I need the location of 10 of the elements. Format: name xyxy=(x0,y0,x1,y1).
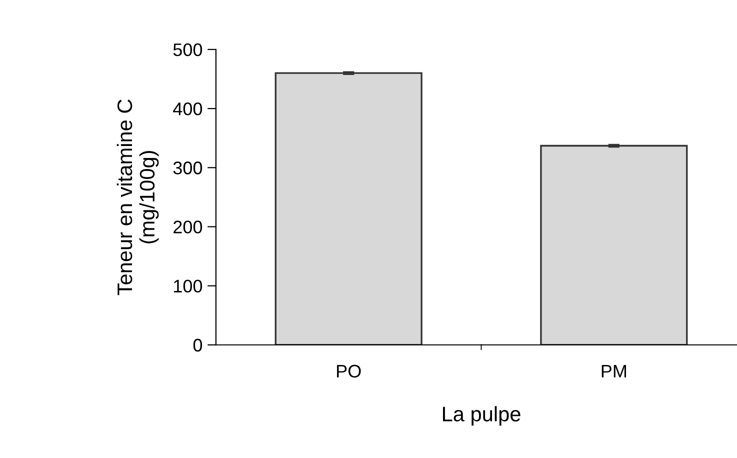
x-axis-title: La pulpe xyxy=(443,406,520,426)
y-tick-label: 300 xyxy=(173,162,202,174)
y-tick-label: 500 xyxy=(173,43,202,56)
y-tick-label: 400 xyxy=(173,102,202,116)
y-tick-label: 200 xyxy=(174,220,202,234)
x-tick-label: PM xyxy=(602,364,626,378)
x-tick-label: PO xyxy=(337,364,361,378)
y-axis-title: Teneur en vitamine C (mg/100g) xyxy=(116,100,159,296)
y-tick-label: 100 xyxy=(174,280,202,293)
y-tick-label: 0 xyxy=(193,338,202,352)
